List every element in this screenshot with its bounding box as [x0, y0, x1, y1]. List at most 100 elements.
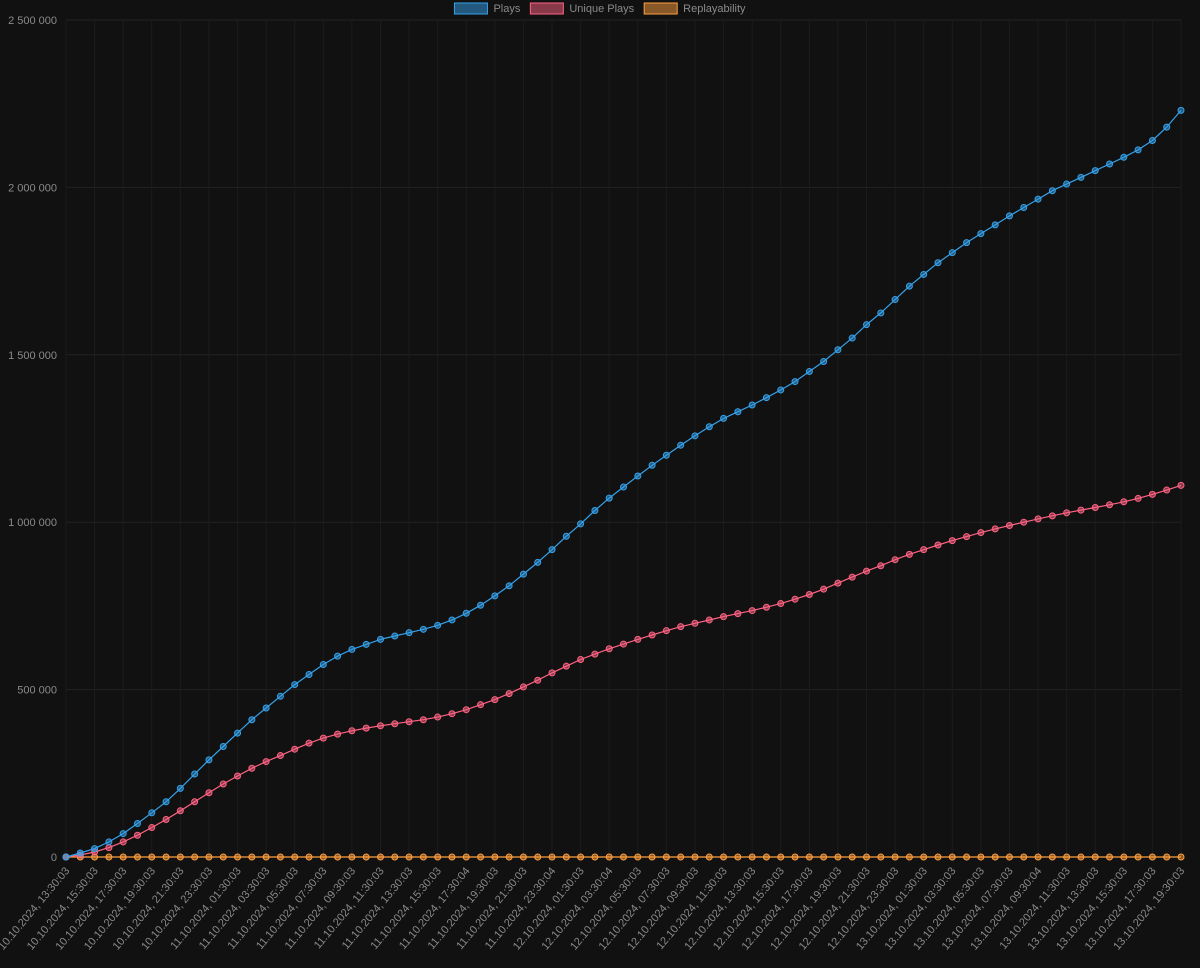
data-point: [234, 772, 242, 780]
legend-item[interactable]: Replayability: [643, 2, 746, 15]
data-point: [205, 853, 213, 861]
data-point: [905, 550, 913, 558]
data-point: [905, 282, 913, 290]
data-point: [934, 541, 942, 549]
data-point: [319, 660, 327, 668]
data-point: [648, 853, 656, 861]
data-point: [162, 816, 170, 824]
data-point: [276, 853, 284, 861]
data-point: [1034, 515, 1042, 523]
data-point: [205, 756, 213, 764]
data-point: [748, 607, 756, 615]
data-point: [634, 635, 642, 643]
data-point: [234, 853, 242, 861]
data-point: [391, 720, 399, 728]
data-point: [491, 592, 499, 600]
data-point: [1077, 173, 1085, 181]
data-point: [462, 853, 470, 861]
legend-swatch: [453, 2, 488, 15]
data-point: [762, 394, 770, 402]
data-point: [1177, 106, 1185, 114]
data-point: [863, 853, 871, 861]
data-point: [720, 414, 728, 422]
data-point: [805, 368, 813, 376]
data-point: [848, 853, 856, 861]
data-point: [1063, 180, 1071, 188]
data-point: [419, 716, 427, 724]
data-point: [1063, 509, 1071, 517]
data-point: [376, 722, 384, 730]
legend-item[interactable]: Unique Plays: [529, 2, 635, 15]
data-point: [891, 556, 899, 564]
data-point: [462, 609, 470, 617]
data-point: [562, 662, 570, 670]
data-point: [705, 423, 713, 431]
data-point: [834, 346, 842, 354]
data-point: [1020, 203, 1028, 211]
data-point: [562, 532, 570, 540]
data-point: [448, 710, 456, 718]
data-point: [148, 853, 156, 861]
data-point: [762, 603, 770, 611]
data-point: [848, 573, 856, 581]
legend: Plays Unique Plays Replayability: [453, 2, 746, 15]
data-point: [691, 853, 699, 861]
data-point: [362, 853, 370, 861]
data-point: [720, 613, 728, 621]
data-point: [934, 853, 942, 861]
data-point: [948, 249, 956, 257]
legend-item[interactable]: Plays: [453, 2, 521, 15]
data-point: [376, 853, 384, 861]
data-point: [1034, 853, 1042, 861]
data-point: [319, 734, 327, 742]
data-point: [820, 853, 828, 861]
data-point: [191, 798, 199, 806]
data-point: [820, 357, 828, 365]
legend-label: Replayability: [683, 3, 746, 15]
data-point: [877, 853, 885, 861]
data-point: [534, 676, 542, 684]
data-point: [1063, 853, 1071, 861]
data-point: [705, 616, 713, 624]
data-point: [176, 853, 184, 861]
data-point: [891, 853, 899, 861]
data-point: [1148, 137, 1156, 145]
data-point: [1077, 853, 1085, 861]
data-point: [963, 853, 971, 861]
legend-label: Plays: [493, 3, 520, 15]
data-point: [1091, 167, 1099, 175]
data-point: [620, 640, 627, 648]
data-point: [491, 696, 499, 704]
legend-swatch: [643, 2, 678, 15]
data-point: [677, 853, 685, 861]
data-point: [662, 853, 670, 861]
y-tick-label: 2 000 000: [8, 182, 57, 194]
data-point: [434, 853, 442, 861]
data-point: [1120, 498, 1128, 506]
data-point: [405, 629, 413, 637]
data-point: [491, 853, 499, 861]
data-point: [133, 853, 141, 861]
data-point: [219, 780, 227, 788]
data-point: [1005, 853, 1013, 861]
y-tick-label: 1 000 000: [8, 517, 57, 529]
data-point: [305, 671, 313, 679]
data-point: [948, 537, 956, 545]
data-point: [334, 652, 342, 660]
data-point: [519, 853, 527, 861]
data-point: [205, 789, 213, 797]
data-point: [620, 853, 627, 861]
data-point: [877, 562, 885, 570]
data-point: [1163, 123, 1171, 131]
data-point: [891, 296, 899, 304]
data-point: [448, 616, 456, 624]
data-point: [820, 585, 828, 593]
data-point: [605, 853, 613, 861]
data-point: [777, 853, 785, 861]
data-point: [448, 853, 456, 861]
data-point: [362, 640, 370, 648]
data-point: [1134, 494, 1142, 502]
data-point: [977, 853, 985, 861]
